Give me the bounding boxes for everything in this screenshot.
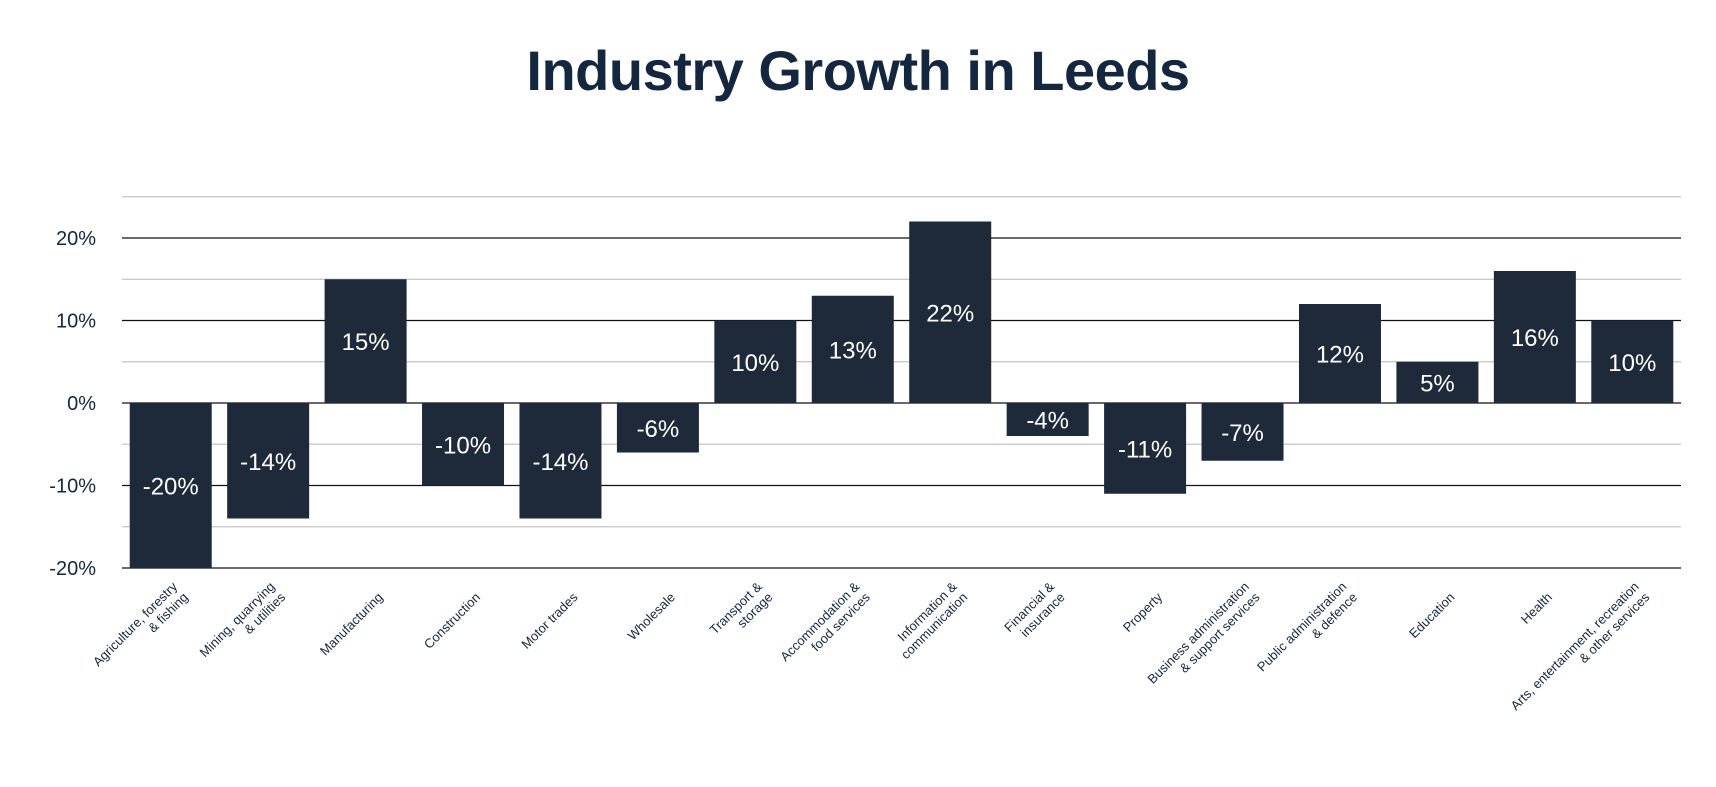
- x-tick-label: Accommodation &food services: [777, 579, 873, 664]
- bar: [1006, 403, 1089, 436]
- data-label: 16%: [1511, 325, 1559, 352]
- bar: [1104, 403, 1187, 494]
- data-label: -14%: [240, 449, 296, 476]
- y-tick-label: 20%: [56, 228, 96, 250]
- data-label: -6%: [637, 416, 680, 443]
- data-label: 10%: [731, 350, 779, 377]
- x-tick-label: Property: [1120, 589, 1166, 635]
- chart-title: Industry Growth in Leeds: [526, 39, 1190, 102]
- data-label: 13%: [829, 337, 877, 364]
- x-tick-label-line: Motor trades: [518, 589, 581, 652]
- x-tick-label-line: Arts, entertainment, recreation: [1508, 579, 1642, 713]
- bar: [1201, 403, 1284, 461]
- bar: [227, 403, 310, 519]
- x-tick-label: Manufacturing: [317, 590, 386, 659]
- bar: [422, 403, 505, 486]
- data-label: -4%: [1026, 408, 1069, 435]
- bar: [1493, 271, 1576, 403]
- bar: [1298, 304, 1381, 403]
- x-tick-label-line: Construction: [421, 590, 483, 652]
- x-tick-label: Transport &storage: [707, 579, 776, 638]
- data-label: -11%: [1118, 436, 1172, 463]
- x-tick-label: Public administration& defence: [1254, 579, 1360, 674]
- bar: [616, 403, 699, 453]
- x-tick-label-line: Business administration: [1144, 579, 1252, 687]
- x-tick-label: Education: [1406, 590, 1457, 641]
- bar: [1396, 361, 1479, 403]
- y-tick-label: 0%: [67, 393, 96, 415]
- x-tick-label: Construction: [421, 590, 483, 652]
- data-label: 15%: [342, 329, 390, 356]
- x-tick-label: Arts, entertainment, recreation& other s…: [1508, 579, 1653, 713]
- bar: [519, 403, 602, 519]
- bar: [129, 403, 212, 568]
- x-tick-label-line: Property: [1120, 589, 1166, 635]
- bar: [714, 320, 797, 403]
- x-tick-label-line: Manufacturing: [317, 590, 386, 659]
- data-label: 22%: [926, 300, 974, 327]
- x-tick-label: Information &communication: [894, 579, 970, 662]
- x-tick-label: Mining, quarrying& utilities: [197, 579, 289, 660]
- y-tick-label: 10%: [56, 311, 96, 333]
- y-tick-label: -20%: [49, 558, 96, 580]
- data-label: -7%: [1221, 420, 1264, 447]
- data-label: 5%: [1420, 370, 1455, 397]
- x-tick-label: Financial &insurance: [1001, 579, 1068, 640]
- x-tick-label-line: Public administration: [1254, 579, 1349, 674]
- bar: [811, 295, 894, 403]
- x-tick-label: Wholesale: [624, 590, 678, 644]
- data-label: -14%: [532, 449, 588, 476]
- x-tick-label: Health: [1518, 590, 1555, 627]
- x-tick-label-line: Wholesale: [624, 590, 678, 644]
- y-tick-label: -10%: [49, 476, 96, 498]
- x-tick-label: Business administration& support service…: [1144, 579, 1263, 687]
- x-tick-label-line: Education: [1406, 590, 1457, 641]
- x-tick-label: Agriculture, forestry& fishing: [90, 579, 191, 670]
- data-label: -10%: [435, 432, 491, 459]
- x-tick-label: Motor trades: [518, 589, 581, 652]
- bar: [324, 279, 407, 403]
- x-tick-label-line: Health: [1518, 590, 1555, 627]
- bar: [909, 221, 992, 403]
- bar: [1591, 320, 1674, 403]
- data-label: 10%: [1608, 350, 1656, 377]
- data-label: -20%: [143, 474, 199, 501]
- data-label: 12%: [1316, 342, 1364, 369]
